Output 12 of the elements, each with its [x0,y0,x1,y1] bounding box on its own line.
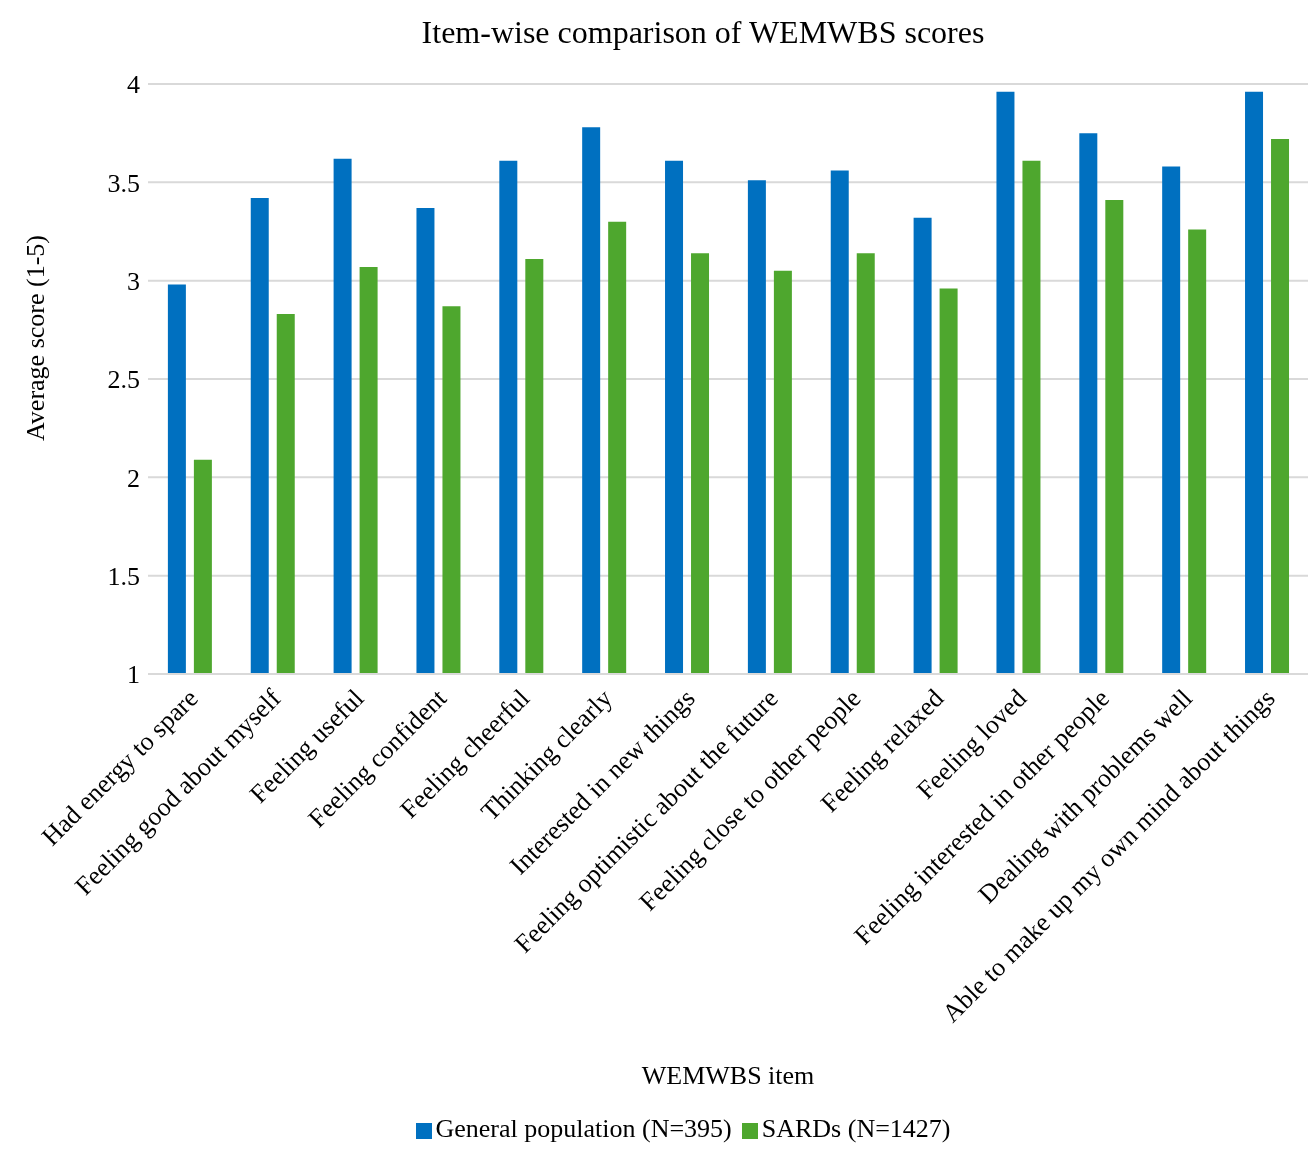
y-tick-label: 3.5 [107,168,140,198]
y-tick-label: 1.5 [107,561,140,591]
legend-label: SARDs (N=1427) [761,1114,951,1143]
y-tick-label: 1 [127,660,140,690]
y-axis-title: Average score (1-5) [21,235,51,441]
chart-title: Item-wise comparison of WEMWBS scores [420,13,986,52]
y-tick-label: 2 [127,463,140,493]
x-axis-title: WEMWBS item [641,1061,815,1090]
y-tick-label: 2.5 [107,365,140,395]
y-tick-label: 4 [127,70,140,100]
y-tick-label: 3 [127,266,140,296]
legend-label: General population (N=395) [435,1114,732,1143]
